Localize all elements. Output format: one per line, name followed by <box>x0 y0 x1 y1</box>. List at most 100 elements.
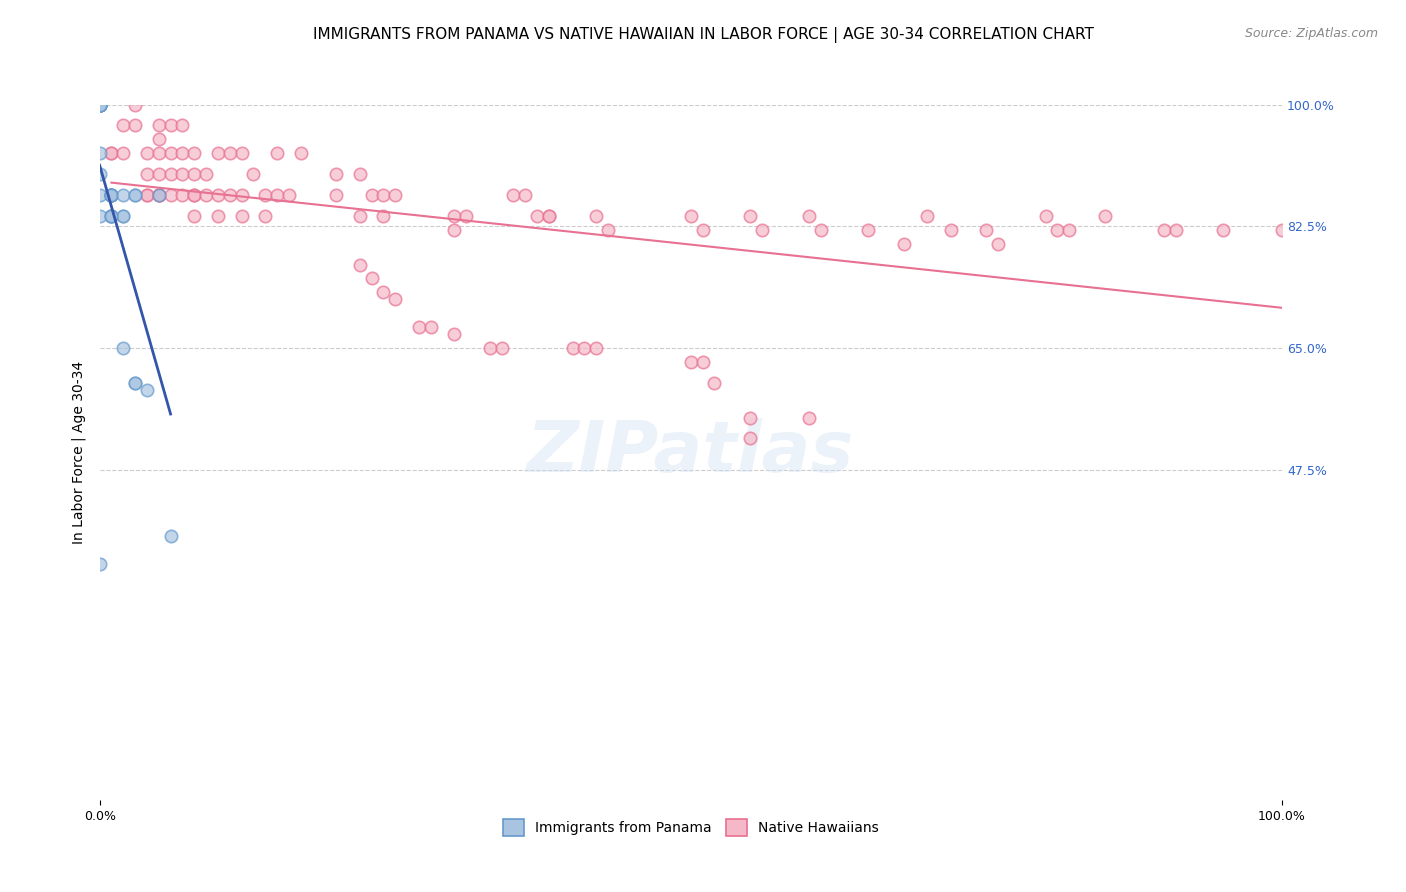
Point <box>373 285 395 300</box>
Point <box>574 341 596 355</box>
Point <box>159 146 181 161</box>
Point <box>325 188 347 202</box>
Text: IMMIGRANTS FROM PANAMA VS NATIVE HAWAIIAN IN LABOR FORCE | AGE 30-34 CORRELATION: IMMIGRANTS FROM PANAMA VS NATIVE HAWAIIA… <box>312 27 1094 43</box>
Point <box>89 97 111 112</box>
Point <box>976 223 998 237</box>
Point <box>100 188 122 202</box>
Point <box>195 188 218 202</box>
Point <box>100 146 122 161</box>
Point <box>89 97 111 112</box>
Point <box>254 209 277 223</box>
Point <box>738 410 761 425</box>
Point <box>89 167 111 181</box>
Point <box>797 209 820 223</box>
Point <box>360 271 382 285</box>
Text: ZIPatlas: ZIPatlas <box>527 417 855 487</box>
Point <box>443 327 465 342</box>
Point <box>751 223 773 237</box>
Point <box>100 188 122 202</box>
Point <box>360 188 382 202</box>
Point <box>349 167 371 181</box>
Point <box>384 293 406 307</box>
Point <box>218 146 240 161</box>
Point <box>585 209 607 223</box>
Point <box>135 188 157 202</box>
Point <box>692 355 714 369</box>
Point <box>218 188 240 202</box>
Point <box>443 223 465 237</box>
Point <box>89 209 111 223</box>
Point <box>408 320 430 334</box>
Point <box>703 376 725 390</box>
Text: Source: ZipAtlas.com: Source: ZipAtlas.com <box>1244 27 1378 40</box>
Point <box>89 146 111 161</box>
Point <box>290 146 312 161</box>
Point <box>502 188 524 202</box>
Point <box>373 188 395 202</box>
Point <box>373 209 395 223</box>
Point <box>100 209 122 223</box>
Point <box>478 341 501 355</box>
Point <box>384 188 406 202</box>
Point <box>148 188 170 202</box>
Point <box>254 188 277 202</box>
Point <box>491 341 513 355</box>
Point <box>148 188 170 202</box>
Point <box>207 188 229 202</box>
Point <box>159 167 181 181</box>
Point <box>100 188 122 202</box>
Point <box>124 376 146 390</box>
Point <box>810 223 832 237</box>
Point <box>596 223 619 237</box>
Point <box>100 188 122 202</box>
Point <box>148 146 170 161</box>
Point <box>135 383 157 397</box>
Point <box>195 167 218 181</box>
Point <box>183 188 205 202</box>
Point <box>679 209 702 223</box>
Point <box>100 188 122 202</box>
Point <box>89 97 111 112</box>
Point <box>100 209 122 223</box>
Point <box>987 236 1010 251</box>
Point <box>89 97 111 112</box>
Point <box>124 376 146 390</box>
Point <box>537 209 560 223</box>
Point <box>561 341 583 355</box>
Point <box>1057 223 1080 237</box>
Point <box>456 209 478 223</box>
Point <box>89 188 111 202</box>
Point <box>124 188 146 202</box>
Point <box>89 97 111 112</box>
Point <box>148 119 170 133</box>
Point <box>148 188 170 202</box>
Point <box>148 167 170 181</box>
Point <box>1153 223 1175 237</box>
Point <box>266 188 288 202</box>
Point <box>183 188 205 202</box>
Point <box>526 209 548 223</box>
Point <box>124 97 146 112</box>
Point <box>738 432 761 446</box>
Point <box>89 557 111 571</box>
Point <box>231 209 253 223</box>
Point <box>738 209 761 223</box>
Point <box>100 146 122 161</box>
Point <box>183 209 205 223</box>
Point <box>1271 223 1294 237</box>
Point <box>183 146 205 161</box>
Point <box>1035 209 1057 223</box>
Point <box>112 209 135 223</box>
Point <box>325 167 347 181</box>
Point <box>100 209 122 223</box>
Y-axis label: In Labor Force | Age 30-34: In Labor Force | Age 30-34 <box>72 360 86 544</box>
Point <box>172 188 194 202</box>
Point <box>148 188 170 202</box>
Point <box>207 146 229 161</box>
Point <box>135 167 157 181</box>
Point <box>159 529 181 543</box>
Point <box>172 146 194 161</box>
Point <box>1046 223 1069 237</box>
Point <box>112 188 135 202</box>
Point <box>939 223 962 237</box>
